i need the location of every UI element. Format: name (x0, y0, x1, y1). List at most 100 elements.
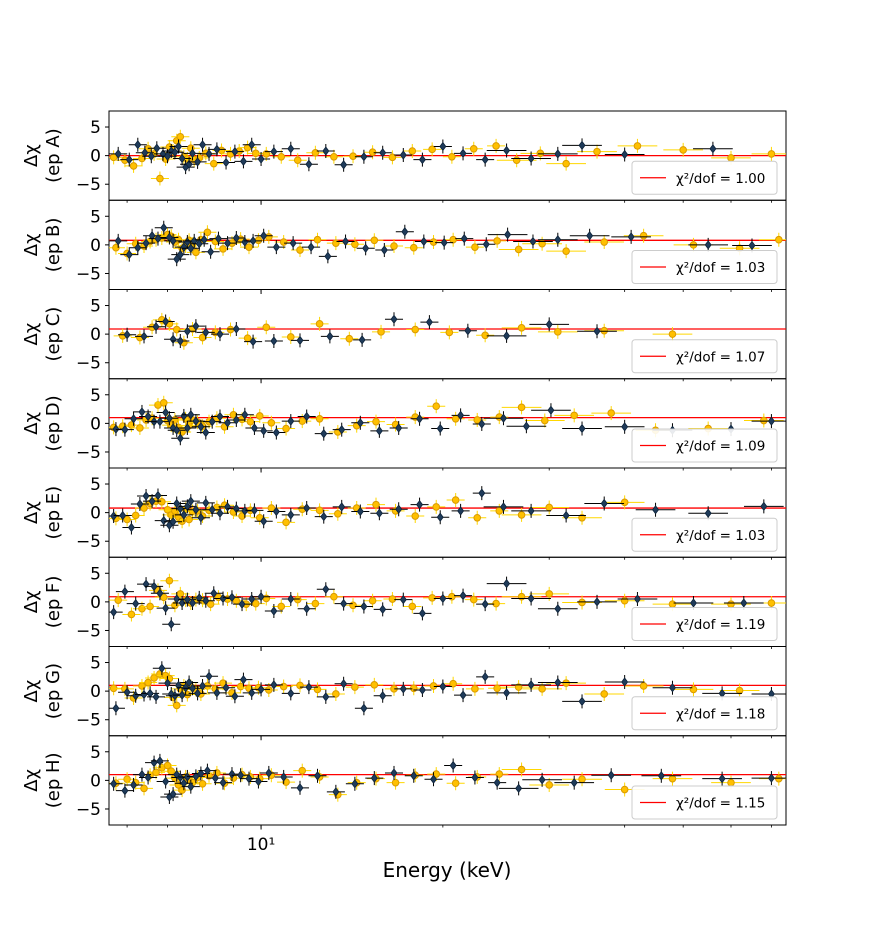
data-point-diamond (621, 677, 629, 687)
data-point-diamond (478, 488, 486, 498)
panel-ep-b: 5 0 −5 Δχ (ep B) χ²/dof = 1.03 (21, 199, 787, 294)
data-point-diamond (360, 703, 368, 713)
data-point-diamond (360, 152, 368, 162)
data-point-diamond (360, 601, 368, 612)
data-point-diamond (176, 433, 184, 443)
data-point-diamond (578, 140, 586, 150)
data-point-diamond (375, 426, 383, 436)
data-point-diamond (340, 679, 348, 689)
data-point-diamond (210, 588, 218, 598)
data-point-diamond (257, 684, 265, 695)
data-point-diamond (296, 335, 304, 346)
data-point-diamond (150, 581, 158, 592)
data-point-circle (600, 238, 609, 246)
data-point-diamond (211, 773, 219, 783)
data-point-diamond (199, 681, 207, 691)
data-point-diamond (554, 604, 562, 614)
data-point-circle (409, 243, 418, 252)
data-point-diamond (593, 326, 601, 336)
data-point-circle (262, 150, 271, 158)
data-point-circle (313, 235, 322, 244)
data-point-circle (639, 682, 648, 690)
data-point-diamond (621, 149, 629, 160)
data-point-circle (538, 239, 546, 248)
data-point-diamond (420, 236, 428, 247)
data-point-circle (391, 778, 400, 787)
data-point-circle (390, 242, 398, 250)
data-point-circle (265, 233, 273, 241)
data-point-diamond (481, 154, 489, 165)
data-point-diamond (554, 149, 562, 159)
legend-label: χ²/dof = 1.03 (676, 260, 765, 276)
data-point-diamond (760, 501, 768, 511)
data-point-diamond (554, 677, 562, 688)
data-point-circle (449, 235, 457, 244)
data-point-diamond (112, 703, 120, 713)
data-point-diamond (740, 598, 748, 608)
data-point-diamond (200, 235, 208, 245)
data-point-diamond (187, 782, 195, 792)
legend-label: χ²/dof = 1.03 (676, 528, 765, 544)
data-point-circle (246, 417, 255, 426)
legend-box (631, 696, 778, 731)
data-point-diamond (652, 505, 660, 515)
y-tick-label: −5 (76, 354, 101, 374)
data-point-circle (368, 596, 377, 605)
data-point-circle (131, 511, 140, 520)
data-point-diamond (183, 772, 191, 782)
y-tick-label: 5 (90, 743, 101, 763)
data-point-diamond (192, 505, 200, 515)
data-point-diamond (287, 416, 295, 426)
data-point-diamond (459, 590, 467, 601)
data-point-circle (620, 498, 629, 507)
data-point-circle (172, 701, 181, 710)
data-point-diamond (132, 598, 140, 609)
data-point-diamond (257, 154, 265, 164)
data-point-circle (159, 398, 168, 407)
data-point-diamond (153, 143, 161, 153)
data-point-diamond (272, 506, 280, 517)
data-point-diamond (503, 331, 511, 341)
panel-ep-g: 5 0 −5 Δχ (ep G) χ²/dof = 1.18 (21, 646, 787, 741)
data-point-diamond (395, 423, 403, 433)
data-point-diamond (439, 593, 447, 604)
data-point-diamond (578, 423, 586, 434)
data-point-diamond (180, 778, 188, 788)
data-point-diamond (459, 690, 467, 700)
data-layer (109, 129, 786, 186)
y-axis-label-episode: (ep C) (43, 307, 64, 362)
data-point-diamond (194, 157, 202, 167)
data-point-circle (668, 600, 677, 608)
data-point-diamond (199, 140, 207, 150)
data-point-circle (409, 684, 418, 693)
data-point-diamond (416, 499, 424, 510)
data-point-diamond (142, 579, 150, 589)
data-point-diamond (173, 425, 181, 435)
data-point-diamond (436, 512, 444, 522)
y-tick-label: 0 (90, 236, 101, 256)
data-point-circle (178, 786, 186, 794)
data-point-diamond (593, 597, 601, 607)
data-point-circle (245, 243, 253, 251)
y-tick-label: −5 (76, 800, 101, 820)
data-point-diamond (156, 588, 164, 598)
legend-label: χ²/dof = 1.15 (676, 796, 765, 812)
data-point-diamond (493, 777, 501, 788)
data-point-circle (540, 416, 549, 425)
data-point-diamond (239, 675, 247, 685)
data-point-diamond (182, 683, 190, 693)
data-point-diamond (704, 240, 712, 250)
data-point-diamond (110, 511, 118, 521)
data-point-diamond (232, 324, 240, 334)
data-point-circle (451, 779, 460, 788)
data-point-diamond (112, 424, 120, 434)
data-point-circle (775, 774, 783, 783)
data-point-diamond (416, 414, 424, 424)
data-point-diamond (379, 604, 387, 614)
data-point-diamond (189, 598, 197, 608)
data-point-circle (349, 152, 357, 160)
data-point-circle (123, 775, 131, 784)
data-point-diamond (538, 775, 546, 785)
data-point-circle (449, 679, 457, 688)
data-point-diamond (130, 414, 138, 424)
